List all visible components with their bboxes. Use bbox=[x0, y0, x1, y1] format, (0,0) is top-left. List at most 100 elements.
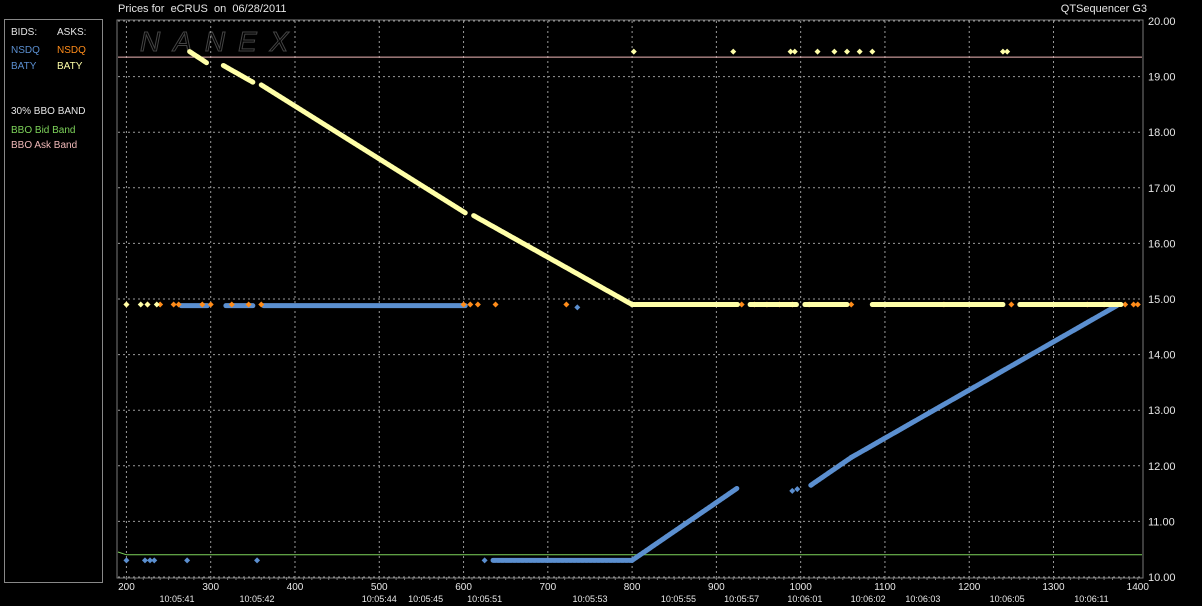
series-point bbox=[144, 301, 151, 308]
series-segment bbox=[258, 82, 468, 216]
series-point bbox=[474, 301, 481, 308]
series-point bbox=[207, 301, 214, 308]
legend-bid-band: BBO Bid Band bbox=[11, 125, 76, 136]
x-tick-label: 300 bbox=[202, 582, 219, 593]
y-tick-label: 12.00 bbox=[1148, 461, 1176, 473]
series-point bbox=[1004, 48, 1011, 55]
series-point bbox=[787, 48, 794, 55]
series-point bbox=[730, 48, 737, 55]
legend-band-title: 30% BBO BAND bbox=[11, 106, 86, 117]
series-baty-ask bbox=[123, 48, 1124, 308]
time-label: 10:06:03 bbox=[905, 594, 940, 604]
series-point bbox=[170, 301, 177, 308]
title-bar: Prices for eCRUS on 06/28/2011 QTSequenc… bbox=[0, 0, 1202, 18]
series-nsdq-bid bbox=[123, 303, 1120, 564]
x-tick-label: 1300 bbox=[1042, 582, 1065, 593]
time-label: 10:06:02 bbox=[851, 594, 886, 604]
series-point bbox=[563, 301, 570, 308]
x-tick-label: 1200 bbox=[958, 582, 981, 593]
time-label: 10:05:55 bbox=[661, 594, 696, 604]
series-point bbox=[789, 487, 796, 494]
band-line bbox=[117, 551, 1142, 556]
series-point bbox=[848, 301, 855, 308]
series-point bbox=[245, 301, 252, 308]
quote-series bbox=[123, 48, 1141, 564]
x-tick-label: 900 bbox=[708, 582, 725, 593]
series-point bbox=[147, 557, 154, 564]
series-point bbox=[856, 48, 863, 55]
series-point bbox=[151, 557, 158, 564]
bbo-bands bbox=[117, 56, 1142, 556]
y-tick-label: 15.00 bbox=[1148, 294, 1176, 306]
series-point bbox=[844, 48, 851, 55]
x-tick-label: 600 bbox=[455, 582, 472, 593]
series-point bbox=[254, 557, 261, 564]
y-tick-label: 14.00 bbox=[1148, 350, 1176, 362]
series-point bbox=[123, 557, 130, 564]
series-segment bbox=[187, 49, 209, 66]
series-point bbox=[630, 48, 637, 55]
series-point bbox=[258, 301, 265, 308]
x-tick-label: 1400 bbox=[1127, 582, 1150, 593]
y-tick-label: 16.00 bbox=[1148, 238, 1176, 250]
series-point bbox=[1130, 301, 1137, 308]
grid-lines bbox=[118, 20, 1142, 578]
series-point bbox=[460, 301, 467, 308]
series-point bbox=[141, 557, 148, 564]
series-point bbox=[1122, 301, 1129, 308]
x-tick-label: 200 bbox=[118, 582, 135, 593]
legend-ask-nsdq: NSDQ bbox=[57, 45, 86, 56]
series-point bbox=[831, 48, 838, 55]
time-label: 10:06:11 bbox=[1074, 594, 1108, 604]
time-label: 10:05:45 bbox=[408, 594, 443, 604]
product-name: QTSequencer G3 bbox=[1060, 3, 1147, 15]
series-point bbox=[184, 557, 191, 564]
legend-bids-heading: BIDS: bbox=[11, 27, 38, 38]
series-point bbox=[123, 301, 130, 308]
series-point bbox=[467, 301, 474, 308]
time-label: 10:05:53 bbox=[572, 594, 607, 604]
legend-panel: BIDS: ASKS: NSDQ NSDQ BATY BATY 30% BBO … bbox=[4, 19, 103, 583]
series-point bbox=[199, 301, 206, 308]
series-segment bbox=[471, 213, 635, 308]
series-point bbox=[814, 48, 821, 55]
x-tick-label: 1100 bbox=[874, 582, 896, 593]
axes: 10.00 11.00 12.00 13.00 14.00 15.00 16.00 17.00… bbox=[118, 16, 1175, 604]
series-segment bbox=[808, 454, 854, 488]
series-segment bbox=[629, 485, 740, 563]
legend-asks-heading: ASKS: bbox=[57, 27, 87, 38]
legend-ask-band: BBO Ask Band bbox=[11, 140, 78, 151]
series-point bbox=[794, 486, 801, 493]
series-point bbox=[481, 557, 488, 564]
y-tick-label: 17.00 bbox=[1148, 183, 1176, 195]
y-tick-label: 20.00 bbox=[1148, 16, 1176, 28]
time-label: 10:05:42 bbox=[240, 594, 275, 604]
time-label: 10:05:44 bbox=[362, 594, 397, 604]
series-point bbox=[137, 301, 144, 308]
legend-bid-baty: BATY bbox=[11, 61, 37, 72]
series-point bbox=[157, 301, 164, 308]
y-tick-label: 19.00 bbox=[1148, 72, 1176, 84]
y-tick-label: 13.00 bbox=[1148, 405, 1176, 417]
y-tick-label: 10.00 bbox=[1148, 572, 1176, 584]
series-point bbox=[153, 301, 160, 308]
y-tick-label: 11.00 bbox=[1148, 516, 1175, 528]
y-tick-label: 18.00 bbox=[1148, 127, 1176, 139]
series-point bbox=[228, 301, 235, 308]
legend-ask-baty: BATY bbox=[57, 61, 83, 72]
series-point bbox=[999, 48, 1006, 55]
series-point bbox=[175, 301, 182, 308]
series-point bbox=[574, 304, 581, 311]
time-label: 10:05:51 bbox=[467, 594, 502, 604]
series-segment bbox=[848, 303, 1120, 460]
series-point bbox=[791, 48, 798, 55]
time-label: 10:06:01 bbox=[787, 594, 822, 604]
x-tick-label: 700 bbox=[539, 582, 556, 593]
chart-title: Prices for eCRUS on 06/28/2011 bbox=[118, 3, 287, 15]
time-label: 10:05:57 bbox=[724, 594, 759, 604]
x-tick-label: 1000 bbox=[790, 582, 813, 593]
series-point bbox=[1008, 301, 1015, 308]
time-label: 10:05:41 bbox=[159, 594, 194, 604]
series-point bbox=[738, 301, 745, 308]
